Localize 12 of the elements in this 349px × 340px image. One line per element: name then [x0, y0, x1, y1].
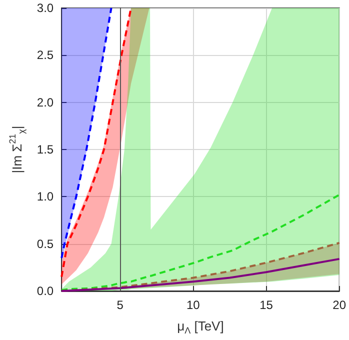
y-axis-title: |Im Σ21χ| — [8, 126, 26, 174]
y-tick-label: 0.5 — [36, 236, 54, 251]
y-tick-label: 2.5 — [36, 48, 54, 62]
y-tick-label: 1.5 — [36, 142, 54, 156]
y-tick-label: 2.0 — [36, 95, 54, 110]
y-tick-label: 3.0 — [36, 1, 54, 15]
x-tick-label: 10 — [186, 298, 200, 312]
x-tick-label: 15 — [260, 298, 274, 312]
x-tick-label: 20 — [332, 298, 346, 312]
y-tick-label: 0.0 — [36, 284, 54, 298]
y-tick-label: 1.0 — [36, 190, 54, 204]
x-tick-label: 5 — [116, 298, 124, 312]
